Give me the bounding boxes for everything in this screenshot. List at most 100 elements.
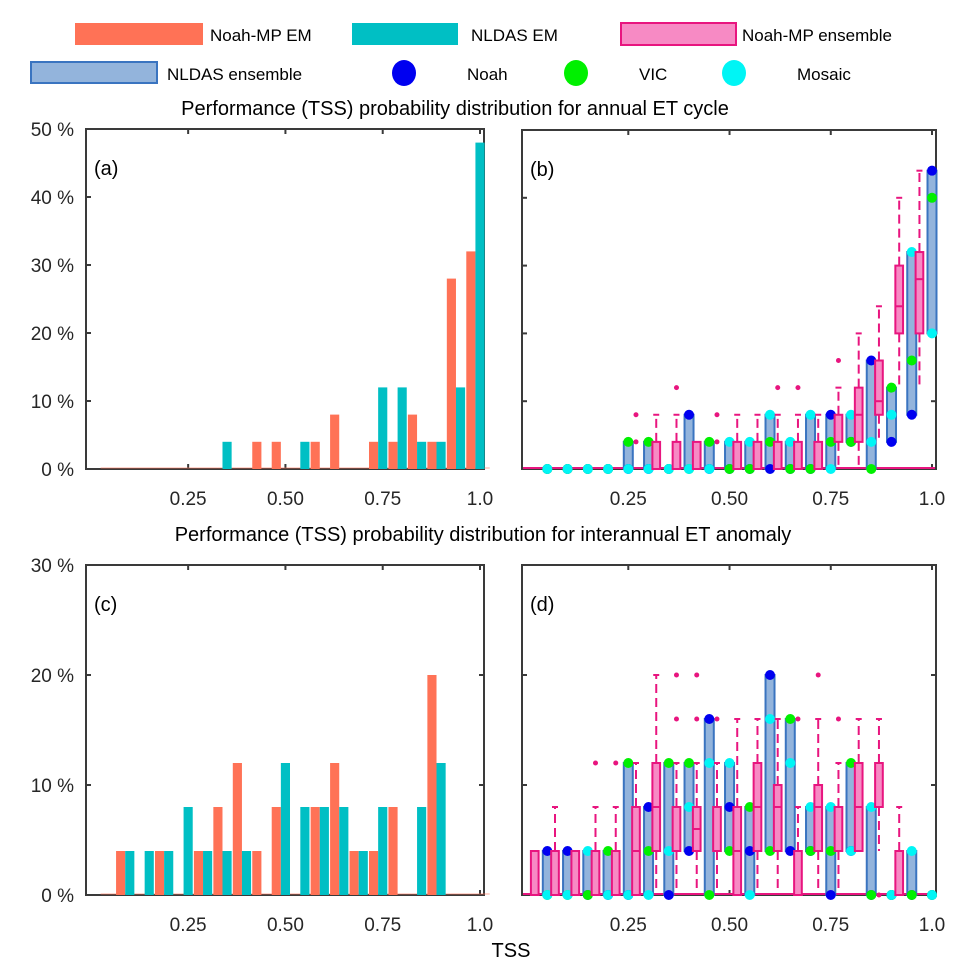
marker-mosaic [623, 890, 634, 900]
bar-nldas-em [455, 387, 466, 469]
marker-mosaic [927, 890, 937, 900]
marker-noah [825, 890, 836, 900]
noahmp-box [752, 440, 763, 471]
marker-vic [643, 846, 654, 856]
bar-noahmp-em [388, 441, 398, 469]
marker-vic [663, 758, 674, 768]
noahmp-box [772, 440, 783, 471]
marker-mosaic [704, 758, 715, 768]
marker-vic [825, 436, 836, 447]
marker-vic [643, 436, 654, 447]
marker-mosaic [643, 464, 654, 474]
bar-noahmp-em [154, 851, 165, 895]
marker-mosaic [684, 802, 695, 812]
noahmp-outlier [592, 760, 598, 766]
bar-noahmp-em [427, 441, 437, 469]
marker-vic [805, 846, 816, 856]
noahmp-box [570, 850, 581, 896]
legend-marker-mosaic [722, 60, 746, 86]
marker-mosaic [846, 409, 857, 420]
marker-vic [704, 436, 715, 447]
marker-vic [785, 714, 796, 724]
y-tick-label: 10 % [31, 776, 74, 797]
noahmp-box [793, 850, 803, 896]
x-tick-label: 0.25 [610, 489, 647, 510]
x-tick-label: 0.50 [267, 489, 304, 510]
bar-noahmp-em [252, 851, 262, 895]
noahmp-box [651, 440, 662, 471]
panel-b-boxplot: 0.25 0.50 0.75 1.0 (b) [521, 129, 945, 510]
noahmp-box [712, 806, 722, 852]
marker-noah [765, 464, 776, 474]
x-tick-label: 0.75 [364, 915, 401, 936]
bar-noahmp-em [271, 441, 281, 469]
marker-noah [886, 436, 897, 447]
marker-vic [886, 382, 897, 393]
legend-label-noahmp-ensemble: Noah-MP ensemble [742, 26, 892, 45]
marker-noah [643, 802, 654, 812]
bar-nldas-em [436, 441, 446, 469]
noahmp-outlier [795, 385, 801, 391]
panel-label: (c) [94, 594, 117, 616]
bar-noahmp-em [232, 763, 242, 895]
bar-nldas-em [436, 763, 446, 895]
y-tick-label: 0 % [41, 460, 74, 481]
legend-marker-vic [564, 60, 588, 86]
marker-vic [724, 846, 735, 856]
bar-nldas-em [125, 851, 135, 895]
marker-noah [562, 846, 573, 856]
marker-noah [906, 409, 917, 420]
noahmp-outlier [714, 716, 720, 722]
x-tick-label: 0.25 [170, 915, 207, 936]
noahmp-box [772, 784, 783, 852]
bar-nldas-em [339, 807, 349, 895]
x-tick-label: 0.25 [610, 915, 647, 936]
marker-vic [866, 890, 877, 900]
bar-noahmp-em [330, 763, 340, 895]
noahmp-box [671, 440, 682, 471]
nldas-range-bar [784, 718, 796, 852]
marker-mosaic [603, 890, 614, 900]
marker-mosaic [765, 714, 776, 724]
x-tick-label: 0.50 [267, 915, 304, 936]
bar-noahmp-em [388, 807, 398, 895]
noahmp-outlier [613, 760, 619, 766]
marker-mosaic [825, 802, 836, 812]
marker-mosaic [643, 890, 654, 900]
axes-frame [85, 128, 485, 470]
noahmp-box [550, 850, 560, 896]
bar-noahmp-em [330, 414, 340, 469]
noahmp-box [894, 850, 905, 896]
bar-nldas-em [203, 851, 213, 895]
marker-vic [927, 192, 937, 203]
noahmp-box [529, 850, 540, 896]
nldas-range-bar [906, 850, 918, 896]
x-tick-label: 0.50 [711, 915, 748, 936]
y-tick-label: 50 % [31, 120, 74, 141]
bar-noahmp-em [271, 807, 281, 895]
bar-nldas-em [300, 441, 310, 469]
x-tick-label: 1.0 [919, 915, 945, 936]
bar-nldas-em [280, 763, 291, 895]
noahmp-outlier [815, 672, 821, 678]
bar-noahmp-em [310, 807, 320, 895]
marker-noah [704, 714, 715, 724]
noahmp-outlier [633, 412, 639, 418]
noahmp-box [813, 440, 824, 471]
y-tick-label: 10 % [31, 392, 74, 413]
marker-mosaic [663, 846, 674, 856]
y-tick-label: 30 % [31, 556, 74, 577]
marker-mosaic [805, 802, 816, 812]
noahmp-box [894, 264, 905, 335]
marker-noah [825, 409, 836, 420]
noahmp-outlier [714, 412, 720, 418]
marker-mosaic [785, 436, 796, 447]
marker-mosaic [542, 464, 553, 474]
marker-mosaic [724, 436, 735, 447]
bar-nldas-em [358, 851, 368, 895]
x-tick-label: 1.0 [467, 915, 493, 936]
marker-mosaic [562, 890, 573, 900]
marker-vic [724, 464, 735, 474]
marker-vic [846, 436, 857, 447]
